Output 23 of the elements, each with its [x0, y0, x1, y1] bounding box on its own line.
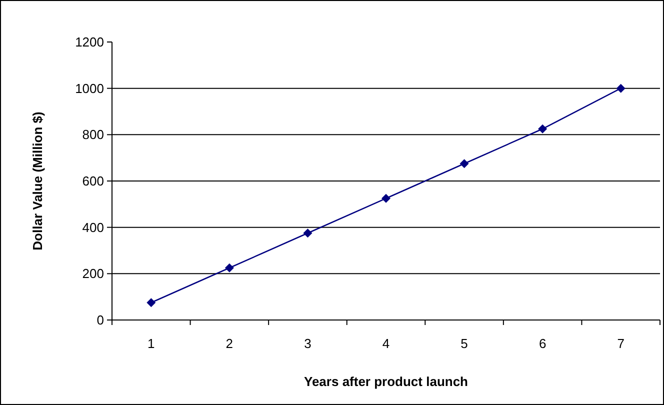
y-tick-label: 1000 — [75, 80, 104, 96]
x-tick-label: 6 — [538, 336, 546, 351]
x-tick-label: 5 — [460, 336, 468, 351]
y-tick-label: 600 — [82, 174, 104, 189]
point — [460, 159, 469, 168]
y-tick-label: 0 — [96, 312, 104, 328]
x-tick-label: 7 — [617, 336, 624, 351]
x-tick-label: 4 — [382, 336, 390, 351]
x-axis-title: Years after product launch — [304, 374, 468, 389]
y-tick-label: 400 — [82, 220, 104, 235]
y-tick-label: 200 — [82, 266, 104, 282]
y-tick-label: 1200 — [75, 34, 104, 50]
x-tick-label: 2 — [226, 336, 234, 351]
x-tick-label: 1 — [148, 336, 155, 351]
point — [224, 263, 234, 272]
point — [382, 194, 390, 203]
x-tick-label: 3 — [304, 336, 312, 351]
point — [303, 228, 312, 238]
point — [146, 298, 156, 308]
y-tick-label: 800 — [82, 127, 104, 142]
point — [538, 124, 548, 134]
y-axis-title: Dollar Value (Million $) — [30, 112, 45, 250]
point — [616, 84, 626, 93]
